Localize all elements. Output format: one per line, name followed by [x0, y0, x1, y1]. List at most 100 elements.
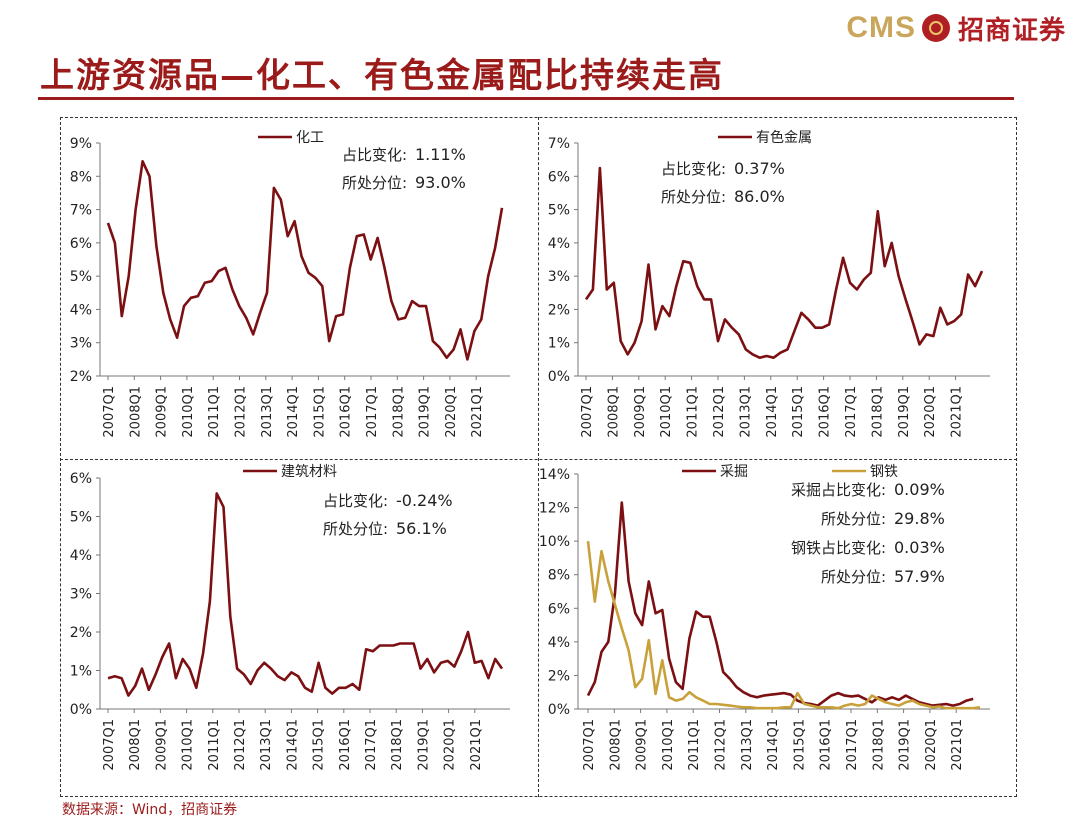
x-tick-label: 2016Q1 — [338, 719, 353, 771]
x-tick-label: 2018Q1 — [871, 719, 886, 771]
x-tick-label: 2019Q1 — [416, 719, 431, 771]
x-tick-label: 2018Q1 — [390, 719, 405, 771]
logo-text: CMS — [846, 11, 916, 44]
charts-divider-horizontal — [60, 459, 1017, 460]
x-tick-label: 2013Q1 — [740, 719, 755, 771]
x-tick-label: 2017Q1 — [365, 386, 380, 438]
x-tick-label: 2009Q1 — [154, 719, 169, 771]
x-tick-label: 2009Q1 — [155, 386, 170, 438]
x-tick-label: 2021Q1 — [950, 719, 965, 771]
x-tick-label: 2019Q1 — [897, 386, 912, 438]
series-line-primary — [107, 492, 504, 697]
y-tick-label: 0% — [548, 369, 570, 385]
x-tick-label: 2016Q1 — [818, 386, 833, 438]
x-tick-label: 2018Q1 — [391, 386, 406, 438]
x-tick-label: 2021Q1 — [950, 386, 965, 438]
brand-logo: CMS 招商证券 — [846, 8, 1066, 48]
y-tick-label: 5% — [548, 203, 570, 219]
y-tick-label: 6% — [70, 236, 92, 252]
x-tick-label: 2012Q1 — [234, 386, 249, 438]
legend-label: 采掘 — [720, 464, 748, 480]
x-tick-label: 2008Q1 — [608, 719, 623, 771]
x-tick-label: 2010Q1 — [659, 386, 674, 438]
charts-divider-vertical — [538, 117, 539, 797]
y-tick-label: 4% — [548, 635, 570, 651]
logo-badge-icon — [921, 14, 950, 42]
annotation-value: 0.09% — [894, 480, 945, 499]
x-tick-label: 2011Q1 — [207, 386, 222, 438]
x-tick-label: 2012Q1 — [712, 386, 727, 438]
y-tick-label: 1% — [548, 336, 570, 352]
legend-label: 建筑材料 — [281, 464, 337, 480]
x-tick-label: 2008Q1 — [606, 386, 621, 438]
y-tick-label: 2% — [70, 625, 92, 641]
annotation-label: 采掘占比变化: — [791, 481, 886, 499]
x-tick-label: 2020Q1 — [443, 719, 458, 771]
annotation-value: 93.0% — [415, 173, 466, 192]
annotation-value: -0.24% — [396, 491, 453, 510]
y-tick-label: 2% — [548, 302, 570, 318]
x-tick-label: 2012Q1 — [233, 719, 248, 771]
y-tick-label: 3% — [70, 336, 92, 352]
y-tick-label: 10% — [539, 534, 570, 550]
y-tick-label: 5% — [70, 269, 92, 285]
y-tick-label: 3% — [548, 269, 570, 285]
x-tick-label: 2011Q1 — [687, 719, 702, 771]
x-tick-label: 2007Q1 — [102, 386, 117, 438]
x-tick-label: 2014Q1 — [286, 386, 301, 438]
y-tick-label: 6% — [70, 471, 92, 487]
x-tick-label: 2007Q1 — [582, 719, 597, 771]
x-tick-label: 2007Q1 — [102, 719, 117, 771]
x-tick-label: 2021Q1 — [469, 719, 484, 771]
x-tick-label: 2009Q1 — [633, 386, 648, 438]
legend-label: 化工 — [296, 130, 324, 146]
annotation-label: 所处分位: — [661, 188, 726, 206]
annotation-value: 56.1% — [396, 519, 447, 538]
series-line-primary — [584, 166, 984, 360]
y-tick-label: 7% — [548, 136, 570, 152]
annotation-label: 占比变化: — [342, 146, 407, 164]
x-tick-label: 2010Q1 — [181, 719, 196, 771]
x-tick-label: 2015Q1 — [312, 386, 327, 438]
x-tick-label: 2016Q1 — [819, 719, 834, 771]
x-tick-label: 2008Q1 — [128, 719, 143, 771]
x-tick-label: 2019Q1 — [418, 386, 433, 438]
y-tick-label: 9% — [70, 136, 92, 152]
series-line-primary — [106, 160, 504, 361]
x-tick-label: 2011Q1 — [207, 719, 222, 771]
x-tick-label: 2007Q1 — [580, 386, 595, 438]
x-tick-label: 2015Q1 — [792, 719, 807, 771]
x-tick-label: 2010Q1 — [181, 386, 196, 438]
x-tick-label: 2021Q1 — [470, 386, 485, 438]
y-tick-label: 0% — [548, 702, 570, 718]
y-tick-label: 5% — [70, 510, 92, 526]
annotation-label: 所处分位: — [821, 568, 886, 586]
annotation-label: 占比变化: — [661, 160, 726, 178]
y-tick-label: 14% — [539, 467, 570, 483]
y-tick-label: 8% — [70, 169, 92, 185]
source-note: 数据来源：Wind，招商证券 — [62, 802, 238, 818]
y-tick-label: 4% — [70, 548, 92, 564]
y-tick-label: 8% — [548, 568, 570, 584]
legend-label: 有色金属 — [756, 129, 812, 146]
x-tick-label: 2020Q1 — [923, 386, 938, 438]
x-tick-label: 2020Q1 — [444, 386, 459, 438]
x-tick-label: 2019Q1 — [898, 719, 913, 771]
series-line-secondary — [586, 540, 981, 710]
annotation-label: 所处分位: — [342, 174, 407, 192]
x-tick-label: 2013Q1 — [259, 719, 274, 771]
x-tick-label: 2015Q1 — [791, 386, 806, 438]
y-tick-label: 2% — [548, 668, 570, 684]
x-tick-label: 2010Q1 — [661, 719, 676, 771]
x-tick-label: 2017Q1 — [845, 719, 860, 771]
x-tick-label: 2015Q1 — [312, 719, 327, 771]
page-title: 上游资源品—化工、有色金属配比持续走高 — [40, 56, 724, 96]
x-tick-label: 2017Q1 — [364, 719, 379, 771]
y-tick-label: 1% — [70, 664, 92, 680]
x-tick-label: 2018Q1 — [870, 386, 885, 438]
x-tick-label: 2014Q1 — [285, 719, 300, 771]
